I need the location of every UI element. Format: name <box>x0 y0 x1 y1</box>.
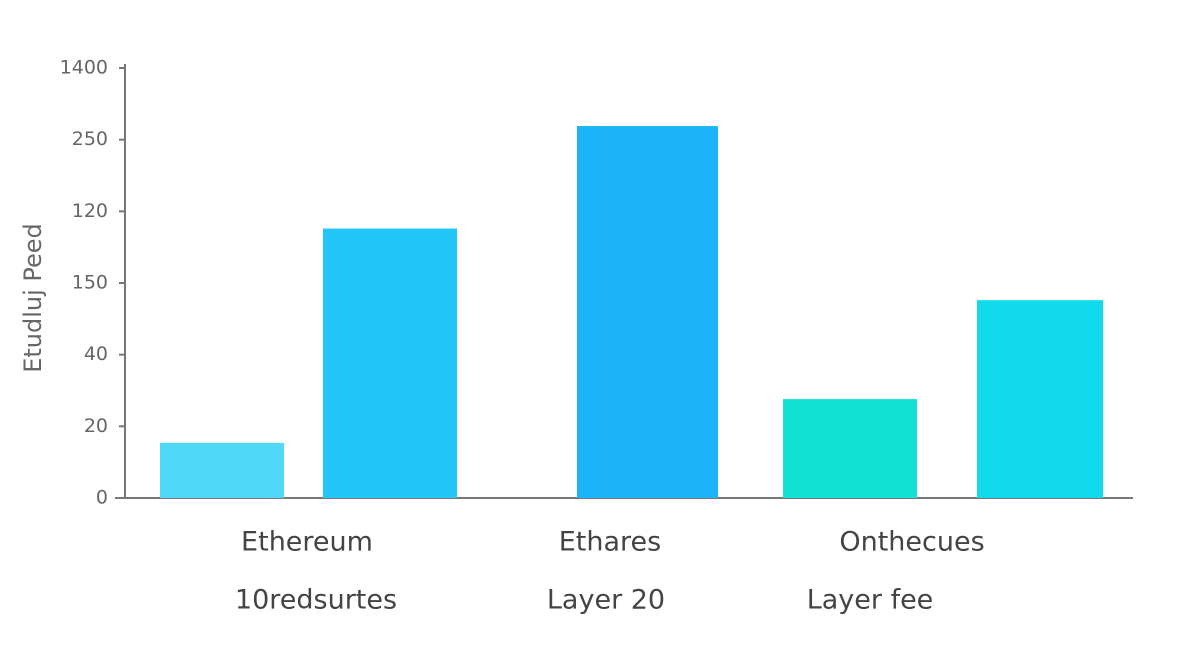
x-tick-label: Ethereum <box>241 527 373 558</box>
y-tick-label: 120 <box>72 200 108 222</box>
bar <box>577 126 718 499</box>
x-tick-label: Layer 20 <box>547 585 665 616</box>
y-tick-label: 0 <box>96 487 108 509</box>
y-axis-label: Etudluj Peed <box>19 223 47 373</box>
x-tick-label: Onthecues <box>839 527 984 558</box>
x-tick-label: 10redsurtes <box>235 585 397 616</box>
y-tick-label: 20 <box>84 415 108 437</box>
bar <box>783 399 917 498</box>
y-tick-label: 40 <box>84 343 108 365</box>
bar <box>977 300 1103 498</box>
y-tick-label: 150 <box>72 272 108 294</box>
bar <box>323 228 457 499</box>
y-tick-label: 1400 <box>60 57 108 79</box>
y-tick-label: 250 <box>72 128 108 150</box>
bar <box>160 442 284 498</box>
x-tick-label: Layer fee <box>807 585 934 616</box>
x-tick-label: Ethares <box>559 527 662 558</box>
